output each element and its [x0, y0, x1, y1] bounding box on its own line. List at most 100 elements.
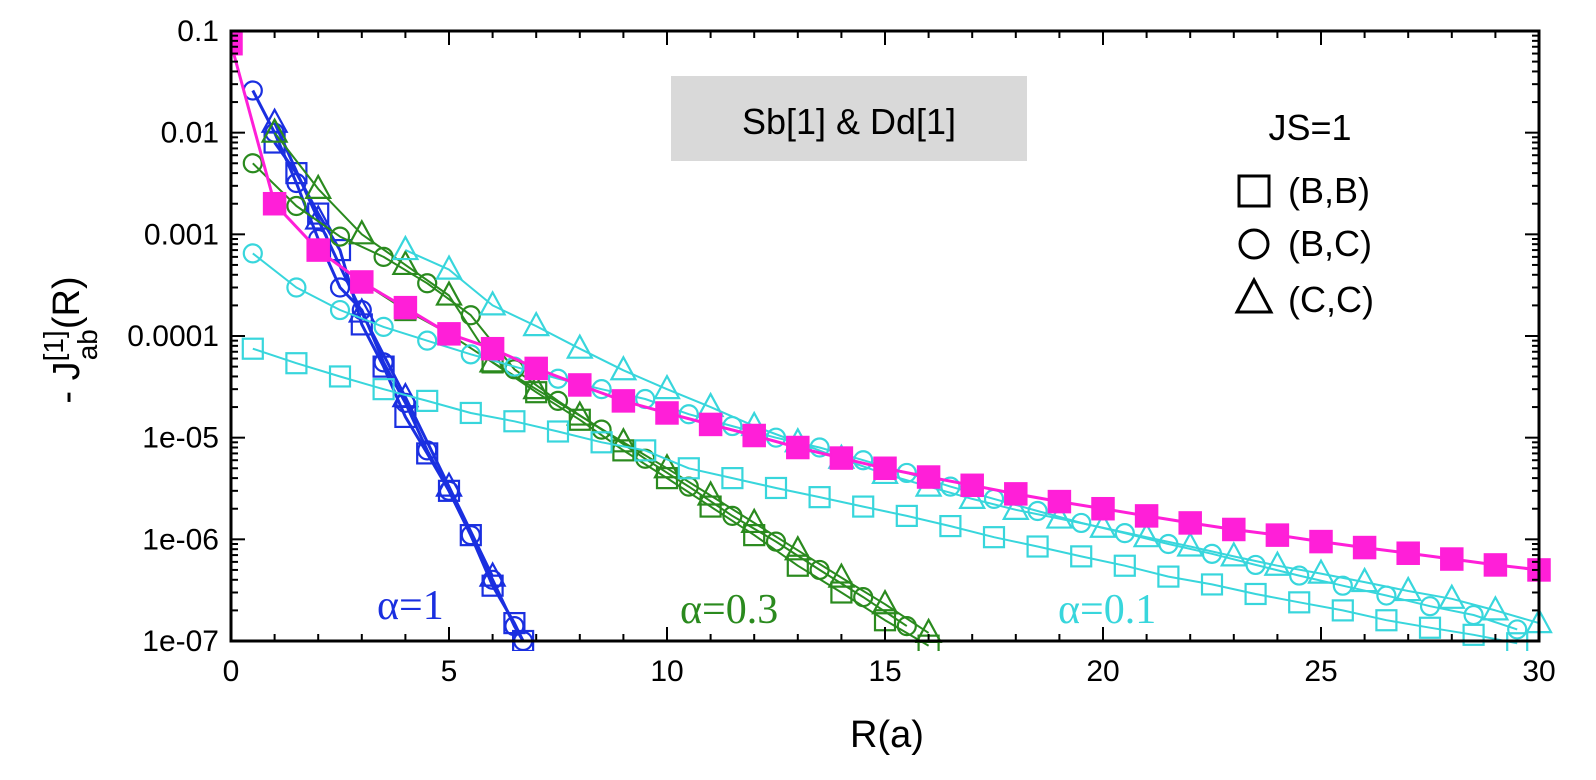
x-tick-label: 25	[1304, 655, 1337, 688]
data-point-triangle	[522, 373, 551, 400]
data-point-square	[416, 389, 439, 412]
data-point-circle	[242, 153, 263, 174]
data-point-square	[241, 337, 264, 360]
y-tick-label: 0.1	[177, 15, 219, 48]
data-point-filled-square	[916, 465, 941, 489]
series-line	[273, 132, 930, 634]
data-point-filled-square	[786, 435, 810, 460]
data-point-circle	[1463, 604, 1484, 626]
data-point-triangle	[1176, 531, 1205, 557]
data-point-square	[1026, 535, 1049, 558]
series-line	[273, 122, 494, 578]
series-line	[252, 347, 1518, 645]
x-tick-label: 20	[1086, 655, 1119, 688]
annotation-alpha-1: α=1	[377, 583, 444, 629]
axes: 0 5 10 15 20 25 30 0.1 0.01 0.001 0.0001 1e-05 1e-06…	[127, 15, 1555, 688]
data-point-triangle	[304, 173, 333, 199]
data-point-triangle	[1350, 566, 1379, 593]
y-tick-label: 0.0001	[127, 320, 219, 353]
y-axis-label-suffix: (R)	[46, 276, 88, 329]
data-point-square	[634, 439, 657, 462]
data-point-triangle	[391, 249, 420, 276]
data-point-filled-square	[1004, 482, 1028, 506]
data-point-filled-square	[1352, 535, 1377, 560]
legend-label-bc: (B,C)	[1288, 223, 1372, 264]
series-alpha-0-1-b-b-	[241, 337, 1529, 651]
series-line	[404, 249, 1540, 625]
data-point-filled-square	[873, 456, 897, 481]
y-axis-label-prefix: - J	[46, 361, 88, 403]
data-point-square	[1418, 616, 1442, 639]
data-point-circle	[940, 476, 961, 497]
data-point-triangle	[653, 373, 681, 400]
y-tick-label: 1e-06	[142, 523, 219, 556]
data-point-square	[1506, 632, 1529, 651]
data-point-square	[1331, 599, 1354, 622]
y-axis-label-superscript: [1]	[38, 330, 69, 361]
data-point-square	[1157, 565, 1180, 588]
data-point-triangle	[1219, 541, 1248, 567]
data-point-triangle	[1045, 503, 1074, 529]
data-point-square	[982, 526, 1006, 549]
x-tick-label: 15	[868, 655, 901, 688]
data-point-square	[372, 378, 395, 401]
data-point-triangle	[783, 535, 812, 561]
data-point-triangle	[478, 290, 507, 316]
data-point-circle	[504, 616, 525, 637]
plot-marks	[231, 31, 1553, 651]
data-point-triangle	[435, 471, 463, 497]
data-point-circle	[1027, 500, 1048, 522]
legend-circle-icon	[1238, 228, 1270, 260]
data-point-filled-square	[1047, 489, 1072, 514]
x-tick-label: 10	[650, 655, 683, 688]
legend: JS=1 (B,B) (B,C) (C,C)	[1234, 107, 1374, 320]
data-point-circle	[1114, 523, 1135, 544]
data-point-triangle	[1132, 521, 1161, 548]
data-point-triangle	[609, 427, 638, 453]
data-point-filled-square	[480, 336, 505, 361]
data-point-triangle	[1263, 550, 1292, 576]
data-point-circle	[896, 616, 917, 637]
data-point-circle	[242, 243, 263, 264]
data-point-square	[503, 410, 526, 433]
data-point-triangle	[653, 452, 681, 479]
data-point-square	[285, 352, 308, 375]
annotation-alpha-0.3: α=0.3	[680, 587, 778, 633]
y-tick-label: 0.01	[161, 117, 219, 150]
data-point-filled-square	[350, 270, 374, 294]
data-point-square	[1244, 582, 1267, 606]
data-point-triangle	[1001, 494, 1030, 520]
data-point-filled-square	[742, 423, 766, 448]
data-point-circle	[460, 344, 481, 365]
data-point-triangle	[871, 588, 899, 615]
series-magenta-filled-squares-	[231, 31, 1551, 582]
data-point-filled-square	[393, 295, 418, 320]
data-point-filled-square	[568, 373, 592, 397]
x-axis-label: R(a)	[850, 714, 924, 756]
data-point-triangle	[347, 219, 376, 245]
data-point-triangle	[260, 117, 289, 143]
data-point-square	[1070, 545, 1093, 568]
data-point-circle	[1419, 596, 1441, 617]
data-point-filled-square	[1222, 517, 1246, 542]
data-point-filled-square	[829, 446, 854, 470]
data-point-triangle	[478, 561, 507, 587]
data-point-triangle	[391, 381, 420, 408]
data-point-square	[852, 495, 875, 518]
y-axis-label-subscript: ab	[72, 329, 103, 360]
data-point-square	[677, 457, 700, 480]
data-point-square	[328, 365, 352, 388]
data-point-triangle	[1437, 583, 1466, 609]
data-point-triangle	[522, 310, 551, 337]
data-point-triangle	[435, 280, 463, 306]
data-point-filled-square	[698, 412, 723, 437]
data-point-filled-square	[960, 473, 984, 498]
data-point-square	[721, 467, 744, 490]
data-point-square	[1288, 591, 1311, 614]
data-point-triangle	[565, 400, 594, 426]
data-point-circle	[1507, 619, 1528, 640]
data-point-triangle	[391, 234, 420, 261]
data-point-filled-square	[1483, 553, 1508, 577]
legend-title: JS=1	[1268, 107, 1351, 148]
data-point-square	[1375, 609, 1398, 632]
